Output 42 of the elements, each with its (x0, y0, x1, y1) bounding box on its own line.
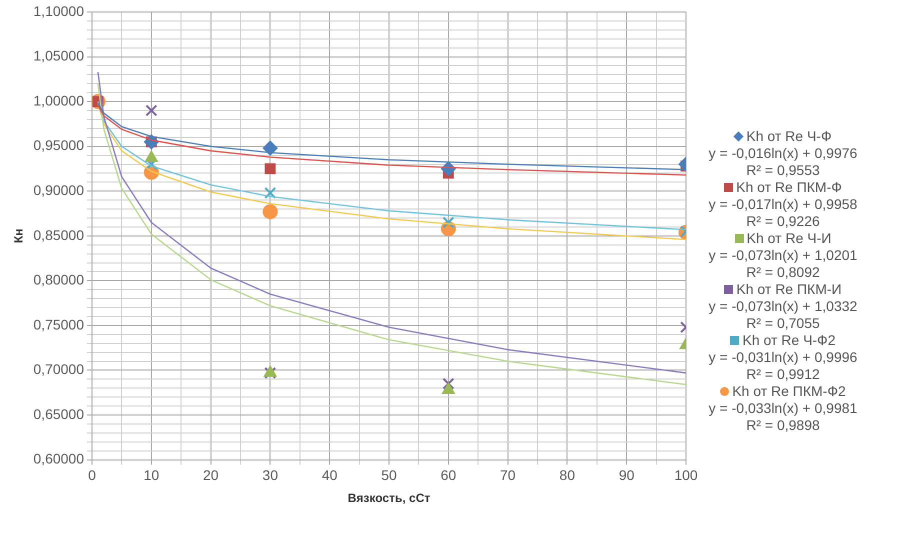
text: R² = 0,9912 (745, 366, 821, 383)
y-tick-label: 0,90000 (33, 182, 84, 198)
text: y = -0,031ln(x) + 0,9996 (708, 349, 858, 366)
legend-label: Kh от Re Ч-Ф2 (741, 332, 836, 349)
legend-label: Kh от Re ПКМ-Ф (735, 179, 843, 196)
y-tick-label: 1,10000 (33, 2, 84, 19)
text: y = -0,073ln(x) + 1,0201 (708, 247, 858, 264)
text: y = -0,016ln(x) + 0,9976 (708, 145, 858, 162)
x-tick-label: 0 (88, 467, 96, 484)
y-tick-label: 0,80000 (33, 272, 84, 288)
y-axis-title: Кн (12, 228, 26, 244)
text: R² = 0,9898 (745, 417, 821, 434)
legend-label: Kh от Re Ч-И (746, 230, 832, 247)
y-tick-label: 1,05000 (33, 48, 84, 64)
text: y = -0,033ln(x) + 0,9981 (708, 400, 858, 417)
x-tick-label: 70 (500, 467, 516, 484)
text: R² = 0,9226 (745, 213, 821, 230)
x-tick-label: 10 (144, 467, 160, 484)
y-tick-label: 0,65000 (33, 406, 84, 422)
x-tick-label: 80 (559, 467, 576, 484)
x-tick-label: 100 (674, 467, 698, 484)
legend-label: Kh от Re Ч-Ф (745, 128, 833, 145)
x-tick-label: 90 (618, 467, 635, 484)
y-tick-label: 1,00000 (33, 92, 84, 108)
text: y = -0,017ln(x) + 0,9958 (708, 196, 858, 213)
x-tick-label: 30 (262, 467, 278, 484)
y-tick-label: 0,85000 (33, 226, 84, 243)
x-tick-label: 60 (440, 467, 456, 484)
text: R² = 0,7055 (745, 315, 821, 332)
y-tick-label: 0,70000 (33, 361, 84, 378)
text: y = -0,073ln(x) + 1,0332 (708, 298, 858, 315)
legend-label: Kh от Re ПКМ-И (735, 281, 843, 298)
y-tick-label: 0,75000 (33, 316, 84, 332)
x-tick-label: 40 (322, 467, 338, 484)
x-axis-title: Вязкость, сСт (348, 491, 430, 506)
y-tick-label: 0,60000 (33, 450, 84, 467)
legend-label: Kh от Re ПКМ-Ф2 (731, 383, 847, 400)
x-tick-label: 50 (381, 467, 397, 484)
y-tick-label: 0,95000 (33, 137, 84, 154)
text: R² = 0,9553 (745, 162, 821, 179)
x-tick-label: 20 (203, 467, 219, 484)
text: R² = 0,8092 (745, 264, 821, 281)
